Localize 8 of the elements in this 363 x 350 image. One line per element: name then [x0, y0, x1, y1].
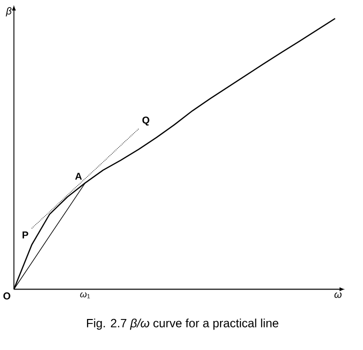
text: O	[3, 292, 10, 300]
y-axis-title: β	[6, 7, 12, 16]
x-axis-title: ω	[334, 292, 342, 298]
annotation: A	[75, 172, 82, 180]
text: Fig. 2.7 β/ω curve for a practical line	[87, 318, 278, 330]
annotation: P	[22, 231, 28, 238]
annotation: Q	[142, 116, 150, 126]
text: ω$_{1}$	[80, 292, 90, 298]
